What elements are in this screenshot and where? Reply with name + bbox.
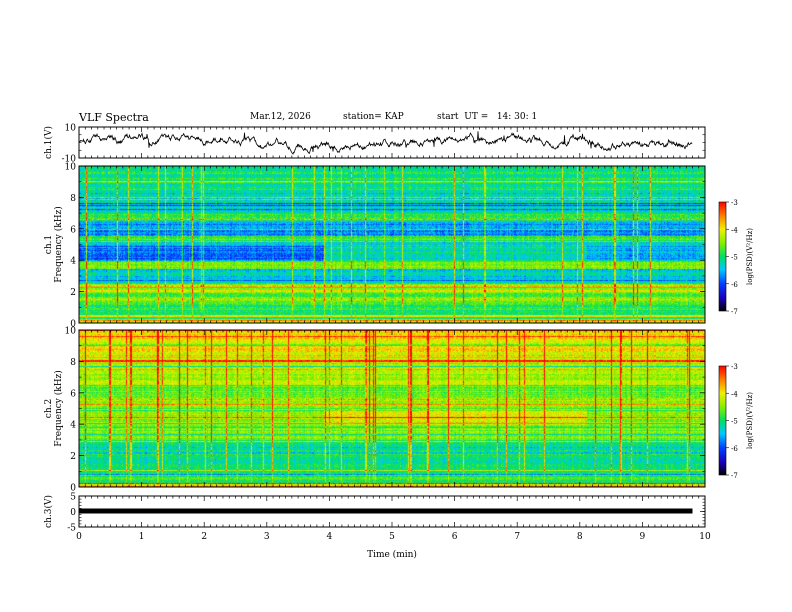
start-time-label: start UT = 14: 30: 1 bbox=[437, 112, 538, 122]
ch1-colorbar-tick-label: -3 bbox=[731, 199, 738, 207]
ch1-colorbar-label: log(PSD)(V²/Hz) bbox=[746, 228, 754, 285]
ch2-spec-ylabel: Frequency (kHz) bbox=[53, 370, 64, 447]
x-axis-label: Time (min) bbox=[367, 549, 417, 560]
ch2-colorbar-tick-label: -3 bbox=[731, 363, 738, 371]
ch1-spec-ytick-label: 8 bbox=[70, 194, 76, 204]
ch1-waveform-trace bbox=[78, 131, 693, 155]
ch2-colorbar-tick-label: -5 bbox=[731, 418, 738, 426]
ch2-spec-ytick-label: 2 bbox=[70, 452, 76, 462]
chart-title: VLF Spectra bbox=[79, 111, 149, 124]
ch1-wave-ytick-label: -10 bbox=[62, 155, 77, 165]
ch2-spec-ylabel-channel: ch.2 bbox=[44, 399, 54, 418]
x-tick-label: 5 bbox=[389, 532, 395, 542]
ch1-spectrogram-image bbox=[79, 166, 705, 323]
x-tick-label: 3 bbox=[264, 532, 270, 542]
ch2-spec-ytick-label: 4 bbox=[70, 421, 76, 431]
ch2-spec-ytick-label: 10 bbox=[65, 327, 77, 337]
ch1-wave-ylabel: ch.1(V) bbox=[43, 126, 54, 159]
ch3-wave-ytick-label: 5 bbox=[70, 493, 76, 503]
ch2-spec-ytick-label: 6 bbox=[70, 389, 76, 399]
x-tick-label: 4 bbox=[327, 532, 333, 542]
ch1-colorbar-tick-label: -6 bbox=[731, 281, 738, 289]
x-tick-label: 6 bbox=[452, 532, 458, 542]
ch1-spec-ylabel: Frequency (kHz) bbox=[53, 206, 64, 283]
x-tick-label: 0 bbox=[76, 532, 82, 542]
x-tick-label: 9 bbox=[640, 532, 646, 542]
ch3-wave-ytick-label: 0 bbox=[70, 508, 76, 518]
x-tick-label: 2 bbox=[201, 532, 207, 542]
x-tick-label: 10 bbox=[699, 532, 711, 542]
ch1-spec-ytick-label: 10 bbox=[65, 163, 77, 173]
ch1-spec-ylabel-channel: ch.1 bbox=[44, 235, 54, 254]
ch1-wave-ytick-label: 10 bbox=[65, 124, 77, 134]
ch1-colorbar-tick-label: -7 bbox=[731, 308, 738, 316]
station-label: station= KAP bbox=[343, 112, 404, 122]
ch2-colorbar-label: log(PSD)(V²/Hz) bbox=[746, 392, 754, 449]
ch2-colorbar bbox=[718, 365, 727, 476]
ch2-colorbar-tick-label: -4 bbox=[731, 390, 738, 398]
ch1-colorbar-tick-label: -5 bbox=[731, 254, 738, 262]
ch1-spec-ytick-label: 4 bbox=[70, 257, 76, 267]
ch2-spectrogram-image bbox=[79, 330, 705, 487]
ch1-spec-ytick-label: 0 bbox=[70, 320, 76, 330]
x-tick-label: 7 bbox=[514, 532, 520, 542]
ch1-spec-ytick-label: 2 bbox=[70, 288, 76, 298]
date-label: Mar.12, 2026 bbox=[250, 112, 311, 122]
ch1-colorbar bbox=[718, 201, 727, 312]
ch3-wave-ytick-label: -5 bbox=[67, 524, 76, 534]
ch3-wave-ylabel: ch.3(V) bbox=[43, 495, 54, 528]
ch2-spec-ytick-label: 8 bbox=[70, 358, 76, 368]
ch2-colorbar-tick-label: -7 bbox=[731, 472, 738, 480]
ch2-spec-ytick-label: 0 bbox=[70, 484, 76, 494]
x-tick-label: 1 bbox=[139, 532, 145, 542]
ch2-colorbar-tick-label: -6 bbox=[731, 445, 738, 453]
ch3-waveform-trace bbox=[79, 508, 693, 514]
x-tick-label: 8 bbox=[577, 532, 583, 542]
ch1-spec-ytick-label: 6 bbox=[70, 225, 76, 235]
ch1-colorbar-tick-label: -4 bbox=[731, 226, 738, 234]
